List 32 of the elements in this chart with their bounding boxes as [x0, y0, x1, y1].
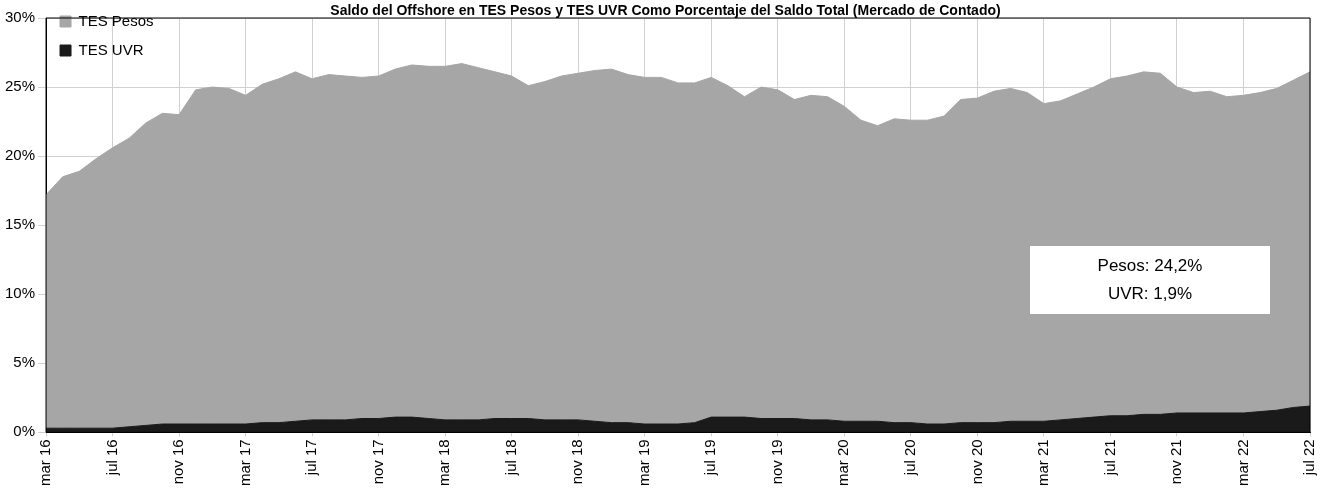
note-box: Pesos: 24,2% UVR: 1,9% — [1030, 245, 1270, 314]
x-tick-label: nov 17 — [368, 439, 386, 485]
x-tick-label: nov 19 — [767, 439, 785, 485]
y-tick-label: 10% — [4, 284, 36, 302]
x-tick-label: jul 16 — [102, 439, 120, 477]
x-tick-label: jul 18 — [501, 439, 519, 477]
x-tick-label: mar 22 — [1233, 439, 1251, 486]
x-tick-label: mar 20 — [834, 439, 852, 486]
x-tick-label: jul 17 — [302, 439, 320, 477]
x-tick-label: jul 19 — [701, 439, 719, 477]
x-tick-label: nov 18 — [568, 439, 586, 485]
x-tick-label: jul 20 — [900, 439, 918, 477]
y-tick-label: 5% — [13, 353, 36, 371]
y-tick-label: 25% — [4, 77, 36, 95]
x-tick-label: nov 20 — [967, 439, 985, 485]
x-tick-label: mar 16 — [36, 439, 54, 486]
x-tick-label: nov 21 — [1167, 439, 1185, 485]
x-tick-label: mar 19 — [634, 439, 652, 486]
y-tick-label: 20% — [4, 146, 36, 164]
x-tick-label: mar 21 — [1034, 439, 1052, 486]
annotation: Pesos: 24,2% — [1096, 254, 1204, 277]
x-tick-label: mar 17 — [235, 439, 253, 486]
x-tick-label: nov 16 — [169, 439, 187, 485]
x-tick-label: jul 21 — [1100, 439, 1118, 477]
legend-label: TES UVR — [78, 40, 144, 58]
y-tick-label: 0% — [13, 422, 36, 440]
x-tick-label: jul 22 — [1300, 439, 1318, 477]
annotation: UVR: 1,9% — [1106, 282, 1194, 305]
x-tick-label: mar 18 — [435, 439, 453, 486]
chart-title: Saldo del Offshore en TES Pesos y TES UVR Como Porcentaje del Saldo Total (Mercado de Contado) — [330, 2, 1001, 18]
y-tick-label: 15% — [4, 215, 36, 233]
y-tick-label: 30% — [4, 8, 36, 26]
